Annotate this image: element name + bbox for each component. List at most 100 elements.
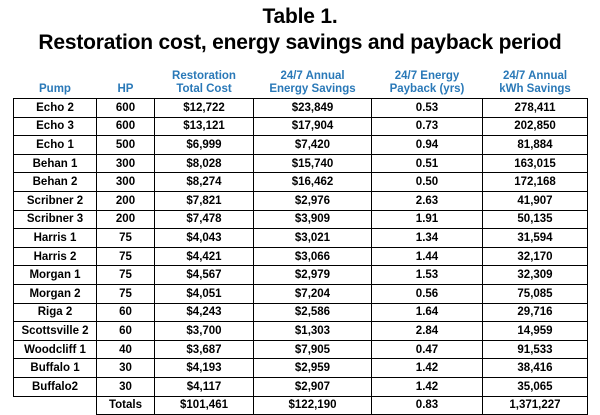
savings-cell: $2,586 xyxy=(253,302,372,323)
savings-cell: $2,907 xyxy=(253,376,372,397)
kwh-cell: 202,850 xyxy=(482,116,588,137)
kwh-cell: 163,015 xyxy=(482,153,588,174)
payback-cell: 0.51 xyxy=(371,153,483,174)
savings-cell: $7,204 xyxy=(253,283,372,304)
header-pump: Pump xyxy=(14,70,97,99)
payback-cell: 1.64 xyxy=(371,302,483,323)
table-row: Buffalo2 30 $4,117 $2,907 1.42 35,065 xyxy=(13,376,588,397)
hp-cell: 75 xyxy=(96,228,155,248)
kwh-cell: 50,135 xyxy=(482,209,588,230)
cost-cell: $4,421 xyxy=(154,246,254,267)
hp-cell: 40 xyxy=(96,339,155,360)
kwh-cell: 41,907 xyxy=(482,190,588,211)
header-kwh-savings: 24/7 Annual kWh Savings xyxy=(483,70,588,99)
header-cost-line2: Total Cost xyxy=(176,83,232,95)
header-cost-line1: Restoration xyxy=(172,70,236,82)
table-row: Scottsville 2 60 $3,700 $1,303 2.84 14,959 xyxy=(13,321,588,341)
pump-cell: Echo 3 xyxy=(13,116,97,137)
pump-cell: Morgan 1 xyxy=(13,265,97,285)
savings-cell: $16,462 xyxy=(253,172,372,192)
payback-cell: 1.44 xyxy=(371,246,483,267)
header-pump-label: Pump xyxy=(39,83,71,95)
payback-cell: 2.63 xyxy=(371,190,483,211)
pump-cell: Echo 2 xyxy=(13,98,97,118)
table-title-block: Table 1. Restoration cost, energy saving… xyxy=(0,0,600,56)
header-hp-label: HP xyxy=(117,83,134,95)
header-kwh-line1: 24/7 Annual xyxy=(502,70,568,82)
cost-cell: $4,243 xyxy=(154,302,254,323)
header-hp: HP xyxy=(97,70,155,99)
kwh-cell: 14,959 xyxy=(482,321,588,341)
table-row: Riga 2 60 $4,243 $2,586 1.64 29,716 xyxy=(13,302,588,323)
cost-cell: $4,043 xyxy=(154,228,254,248)
kwh-cell: 81,884 xyxy=(482,135,588,155)
payback-cell: 2.84 xyxy=(371,321,483,341)
payback-cell: 1.53 xyxy=(371,265,483,285)
totals-cost: $101,461 xyxy=(154,395,254,415)
pump-cell: Woodcliff 1 xyxy=(13,339,97,360)
kwh-cell: 38,416 xyxy=(482,358,588,378)
savings-cell: $7,420 xyxy=(253,135,372,155)
pump-cell: Behan 1 xyxy=(13,153,97,174)
table-body: Echo 2 600 $12,722 $23,849 0.53 278,411 Echo 3… xyxy=(13,98,588,397)
cost-cell: $12,722 xyxy=(154,98,254,118)
cost-cell: $6,999 xyxy=(154,135,254,155)
payback-cell: 0.73 xyxy=(371,116,483,137)
savings-cell: $1,303 xyxy=(253,321,372,341)
hp-cell: 75 xyxy=(96,265,155,285)
payback-cell: 0.94 xyxy=(371,135,483,155)
savings-cell: $7,905 xyxy=(253,339,372,360)
totals-label: Totals xyxy=(96,395,155,415)
hp-cell: 300 xyxy=(96,153,155,174)
cost-cell: $4,567 xyxy=(154,265,254,285)
savings-cell: $15,740 xyxy=(253,153,372,174)
payback-cell: 1.34 xyxy=(371,228,483,248)
table-row: Echo 3 600 $13,121 $17,904 0.73 202,850 xyxy=(13,116,588,137)
table-number: Table 1. xyxy=(262,5,338,28)
pump-cell: Harris 1 xyxy=(13,228,97,248)
pump-cell: Scribner 2 xyxy=(13,190,97,211)
cost-cell: $7,478 xyxy=(154,209,254,230)
table-caption: Restoration cost, energy savings and pay… xyxy=(38,31,562,54)
table-row: Behan 2 300 $8,274 $16,462 0.50 172,168 xyxy=(13,172,588,192)
hp-cell: 60 xyxy=(96,302,155,323)
kwh-cell: 31,594 xyxy=(482,228,588,248)
pump-cell: Harris 2 xyxy=(13,246,97,267)
kwh-cell: 32,309 xyxy=(482,265,588,285)
kwh-cell: 75,085 xyxy=(482,283,588,304)
table-row: Woodcliff 1 40 $3,687 $7,905 0.47 91,533 xyxy=(13,339,588,360)
pump-cell: Scottsville 2 xyxy=(13,321,97,341)
header-payback-line1: 24/7 Energy xyxy=(394,70,460,82)
payback-cell: 1.91 xyxy=(371,209,483,230)
totals-payback: 0.83 xyxy=(371,395,483,415)
table-row: Harris 1 75 $4,043 $3,021 1.34 31,594 xyxy=(13,228,588,248)
pump-cell: Behan 2 xyxy=(13,172,97,192)
pump-cell: Scribner 3 xyxy=(13,209,97,230)
payback-table: Pump HP Restoration Total Cost 24/7 Annu… xyxy=(13,70,588,415)
totals-kwh: 1,371,227 xyxy=(482,395,588,415)
table-row: Buffalo 1 30 $4,193 $2,959 1.42 38,416 xyxy=(13,358,588,378)
savings-cell: $3,021 xyxy=(253,228,372,248)
savings-cell: $2,976 xyxy=(253,190,372,211)
table-row: Echo 2 600 $12,722 $23,849 0.53 278,411 xyxy=(13,98,588,118)
kwh-cell: 32,170 xyxy=(482,246,588,267)
header-payback: 24/7 Energy Payback (yrs) xyxy=(372,70,483,99)
kwh-cell: 172,168 xyxy=(482,172,588,192)
payback-cell: 0.53 xyxy=(371,98,483,118)
pump-cell: Buffalo 1 xyxy=(13,358,97,378)
cost-cell: $3,687 xyxy=(154,339,254,360)
cost-cell: $8,028 xyxy=(154,153,254,174)
totals-row: Totals $101,461 $122,190 0.83 1,371,227 xyxy=(14,395,588,415)
hp-cell: 75 xyxy=(96,246,155,267)
header-annual-savings: 24/7 Annual Energy Savings xyxy=(254,70,372,99)
payback-cell: 0.50 xyxy=(371,172,483,192)
savings-cell: $3,909 xyxy=(253,209,372,230)
cost-cell: $4,193 xyxy=(154,358,254,378)
cost-cell: $13,121 xyxy=(154,116,254,137)
savings-cell: $2,959 xyxy=(253,358,372,378)
cost-cell: $4,051 xyxy=(154,283,254,304)
totals-blank-cell xyxy=(14,396,97,415)
kwh-cell: 278,411 xyxy=(482,98,588,118)
payback-cell: 0.56 xyxy=(371,283,483,304)
cost-cell: $7,821 xyxy=(154,190,254,211)
